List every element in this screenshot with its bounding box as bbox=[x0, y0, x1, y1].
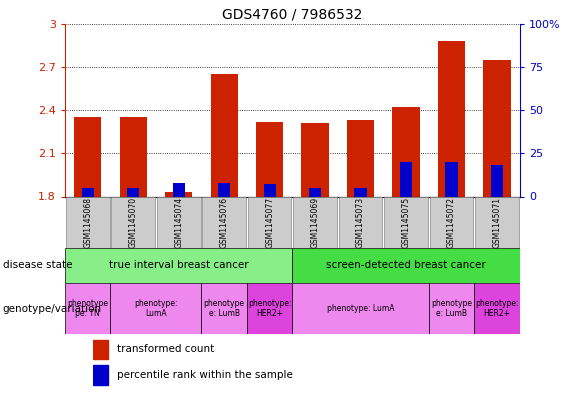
Bar bbox=[384, 196, 428, 248]
Bar bbox=[293, 196, 337, 248]
Bar bbox=[247, 283, 293, 334]
Bar bbox=[127, 188, 140, 196]
FancyArrow shape bbox=[1, 297, 47, 320]
Bar bbox=[93, 365, 108, 385]
Bar bbox=[218, 183, 231, 196]
Bar bbox=[202, 196, 246, 248]
Bar bbox=[81, 188, 94, 196]
Bar bbox=[263, 184, 276, 196]
Bar bbox=[438, 41, 465, 196]
Bar bbox=[65, 248, 293, 283]
Text: GSM1145076: GSM1145076 bbox=[220, 196, 229, 248]
Text: phenotype:
HER2+: phenotype: HER2+ bbox=[248, 299, 292, 318]
Bar bbox=[165, 192, 192, 196]
Bar bbox=[293, 248, 520, 283]
Bar bbox=[354, 188, 367, 196]
Bar bbox=[484, 60, 511, 196]
Bar bbox=[66, 196, 110, 248]
Bar bbox=[111, 283, 202, 334]
Bar bbox=[74, 117, 101, 196]
Text: genotype/variation: genotype/variation bbox=[3, 303, 102, 314]
Bar bbox=[256, 121, 283, 196]
Bar bbox=[491, 165, 503, 196]
Bar bbox=[248, 196, 292, 248]
Text: GSM1145071: GSM1145071 bbox=[493, 196, 502, 248]
Text: GSM1145070: GSM1145070 bbox=[129, 196, 138, 248]
FancyArrow shape bbox=[1, 257, 47, 273]
Bar bbox=[172, 183, 185, 196]
Title: GDS4760 / 7986532: GDS4760 / 7986532 bbox=[222, 7, 363, 21]
Bar bbox=[400, 162, 412, 196]
Text: phenotype:
HER2+: phenotype: HER2+ bbox=[475, 299, 519, 318]
Text: percentile rank within the sample: percentile rank within the sample bbox=[117, 370, 293, 380]
Text: phenotype
e: LumB: phenotype e: LumB bbox=[203, 299, 245, 318]
Text: transformed count: transformed count bbox=[117, 344, 214, 354]
Bar bbox=[445, 162, 458, 196]
Bar bbox=[475, 196, 519, 248]
Bar bbox=[347, 120, 374, 196]
Bar bbox=[157, 196, 201, 248]
Text: GSM1145068: GSM1145068 bbox=[83, 196, 92, 248]
Text: GSM1145077: GSM1145077 bbox=[265, 196, 274, 248]
Bar bbox=[120, 117, 147, 196]
Bar bbox=[429, 283, 475, 334]
Text: phenotype:
LumA: phenotype: LumA bbox=[134, 299, 177, 318]
Bar bbox=[393, 107, 420, 196]
Bar bbox=[211, 74, 238, 196]
Text: disease state: disease state bbox=[3, 260, 72, 270]
Bar bbox=[475, 283, 520, 334]
Text: GSM1145073: GSM1145073 bbox=[356, 196, 365, 248]
Bar bbox=[65, 283, 111, 334]
Bar bbox=[339, 196, 383, 248]
Text: GSM1145069: GSM1145069 bbox=[311, 196, 320, 248]
Text: phenotype
e: LumB: phenotype e: LumB bbox=[431, 299, 472, 318]
Bar bbox=[93, 340, 108, 359]
Text: phenotype
pe: TN: phenotype pe: TN bbox=[67, 299, 108, 318]
Bar bbox=[430, 196, 473, 248]
Text: GSM1145072: GSM1145072 bbox=[447, 196, 456, 248]
Text: GSM1145074: GSM1145074 bbox=[174, 196, 183, 248]
Text: true interval breast cancer: true interval breast cancer bbox=[109, 260, 249, 270]
Bar bbox=[302, 123, 329, 196]
Bar bbox=[293, 283, 429, 334]
Text: phenotype: LumA: phenotype: LumA bbox=[327, 304, 394, 313]
Bar bbox=[111, 196, 155, 248]
Text: GSM1145075: GSM1145075 bbox=[402, 196, 411, 248]
Bar bbox=[202, 283, 247, 334]
Text: screen-detected breast cancer: screen-detected breast cancer bbox=[326, 260, 486, 270]
Bar bbox=[309, 188, 321, 196]
